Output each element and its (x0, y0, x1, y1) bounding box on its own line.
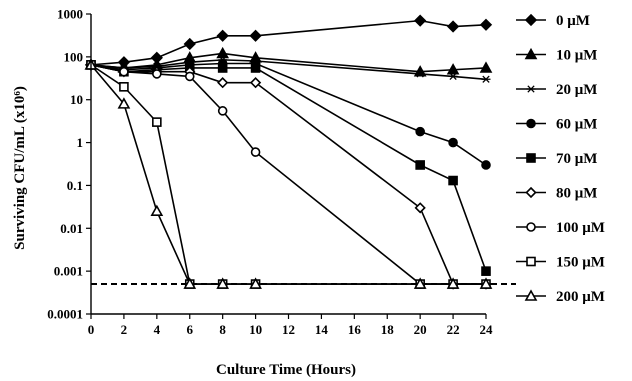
series-line-4 (90, 64, 487, 272)
legend-marker (526, 153, 536, 163)
legend-label: 80 μM (556, 186, 597, 202)
data-point-5-6 (414, 202, 426, 214)
series-line-6 (90, 64, 486, 285)
x-axis-title: Culture Time (Hours) (216, 362, 356, 378)
legend-item: 150 μM (516, 255, 605, 271)
x-tick-label: 14 (315, 322, 329, 337)
legend-item: 200 μM (516, 289, 605, 305)
x-tick-label: 16 (348, 322, 362, 337)
data-point-1-8 (479, 61, 493, 73)
data-point-8-2 (150, 204, 164, 217)
legend-label: 150 μM (556, 255, 605, 271)
data-point-5-5 (249, 77, 262, 89)
data-point-4-4 (217, 63, 228, 73)
data-point-5-4 (217, 77, 229, 89)
data-point-6-3 (184, 71, 195, 82)
data-point-0-6 (414, 14, 427, 27)
legend-label: 10 μM (556, 48, 597, 64)
y-tick-label: 0.0001 (47, 307, 83, 322)
data-point-4-8 (481, 266, 491, 276)
x-tick-label: 8 (219, 322, 226, 337)
data-point-8-4 (216, 277, 230, 289)
data-point-4-5 (250, 63, 261, 73)
data-point-0-8 (479, 18, 493, 31)
legend-label: 200 μM (556, 289, 605, 305)
x-tick-label: 6 (187, 322, 194, 337)
data-point-3-6 (415, 126, 425, 137)
data-point-8-6 (413, 277, 427, 289)
data-point-3-8 (481, 160, 491, 170)
legend-item: 100 μM (516, 220, 605, 236)
x-tick-label: 24 (480, 322, 494, 337)
legend-marker (526, 85, 536, 93)
x-tick-label: 18 (381, 322, 395, 337)
data-point-8-5 (249, 277, 262, 289)
legend-label: 0 μM (556, 13, 590, 29)
data-point-0-5 (249, 29, 262, 42)
x-tick-label: 0 (88, 322, 95, 337)
x-tick-label: 22 (447, 322, 460, 337)
data-point-2-8 (481, 75, 491, 83)
legend-item: 20 μM (516, 82, 597, 98)
legend-label: 70 μM (556, 151, 597, 167)
x-tick-label: 10 (249, 322, 262, 337)
plot-area (84, 14, 516, 290)
legend-label: 100 μM (556, 220, 605, 236)
data-point-8-1 (117, 97, 131, 109)
legend-item: 60 μM (516, 117, 597, 133)
data-point-0-7 (446, 20, 460, 33)
y-tick-label: 1 (77, 135, 84, 150)
legend: 0 μM 10 μM 20 μM 60 μM 70 μM 80 μM 100 μM 150 μ… (516, 13, 605, 305)
legend-item: 80 μM (516, 186, 597, 202)
data-point-1-7 (446, 63, 460, 75)
legend-item: 0 μM (516, 13, 590, 29)
data-point-8-7 (446, 277, 460, 289)
series-line-7 (90, 64, 486, 285)
legend-item: 10 μM (516, 48, 597, 64)
x-tick-label: 4 (154, 322, 161, 337)
y-tick-label: 100 (64, 49, 84, 64)
data-point-0-4 (216, 29, 229, 42)
legend-marker (526, 118, 536, 129)
legend-marker (524, 13, 538, 27)
data-point-3-7 (448, 137, 458, 148)
data-point-8-8 (479, 277, 493, 289)
data-point-4-6 (415, 160, 425, 170)
data-point-6-4 (217, 106, 228, 116)
y-tick-label: 0.001 (54, 264, 83, 279)
data-point-8-3 (183, 277, 197, 289)
y-axis-title: Surviving CFU/mL (x10⁶) (12, 86, 28, 250)
x-tick-label: 20 (414, 322, 427, 337)
data-point-2-6 (415, 70, 425, 78)
data-point-6-1 (119, 66, 129, 77)
data-point-7-1 (119, 82, 129, 92)
x-tick-label: 12 (282, 322, 295, 337)
legend-marker (526, 256, 536, 267)
data-point-7-2 (152, 117, 162, 127)
y-tick-label: 10 (70, 92, 83, 107)
series-line-5 (90, 64, 486, 285)
y-tick-label: 1000 (57, 7, 83, 22)
y-tick-label: 0.01 (60, 221, 83, 236)
x-tick-label: 2 (121, 322, 128, 337)
y-tick-label: 0.1 (67, 178, 83, 193)
legend-label: 60 μM (556, 117, 597, 133)
legend-marker (524, 47, 538, 60)
data-point-4-7 (448, 175, 458, 186)
data-point-0-3 (183, 37, 196, 51)
data-point-2-7 (448, 72, 458, 81)
legend-label: 20 μM (556, 82, 597, 98)
series-line-0 (90, 19, 487, 66)
data-point-1-4 (216, 46, 230, 59)
legend-marker (524, 289, 538, 301)
series-line-8 (90, 64, 486, 285)
legend-marker (525, 186, 537, 199)
legend-marker (526, 222, 536, 232)
data-point-6-2 (152, 69, 162, 79)
legend-item: 70 μM (516, 151, 597, 167)
data-point-6-5 (250, 147, 261, 157)
